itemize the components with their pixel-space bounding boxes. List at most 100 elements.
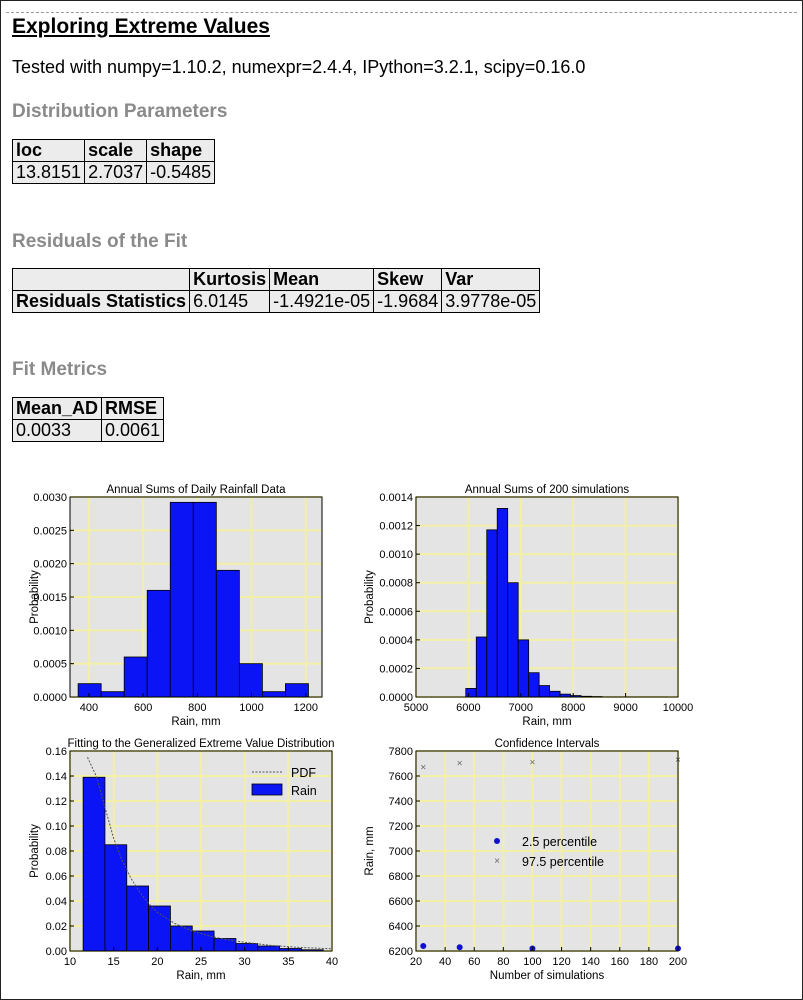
x-tick-label: 10000: [663, 702, 694, 714]
percentile-2-5-point: [420, 943, 427, 949]
y-tick-label: 7400: [389, 796, 413, 808]
y-tick-label: 7600: [389, 771, 413, 783]
fit-metrics-heading: Fit Metrics: [12, 359, 108, 380]
column-header: loc: [11, 139, 86, 162]
table-cell: -1.4921e-05: [269, 290, 375, 313]
legend-2-5-marker: [494, 838, 500, 844]
histogram-bar: [285, 683, 309, 698]
cell-divider: [6, 12, 797, 13]
y-tick-label: 0.0004: [379, 635, 413, 647]
column-header: RMSE: [101, 397, 165, 420]
distribution-table: loc scale shape 13.8151 2.7037 -0.5485: [11, 139, 216, 184]
x-tick-label: 6000: [456, 702, 480, 714]
y-tick-label: 0.0008: [379, 578, 413, 590]
pdf-curve: [87, 757, 333, 950]
y-tick-label: 0.0005: [33, 659, 67, 671]
histogram-bar: [148, 905, 171, 952]
histogram-bar: [146, 589, 171, 698]
fit-metrics-table: Mean_AD RMSE 0.0033 0.0061: [11, 397, 165, 442]
x-tick-label: 120: [552, 956, 570, 968]
x-tick-label: 800: [188, 702, 206, 714]
table-cell: 0.0033: [11, 419, 103, 442]
y-tick-label: 0.00: [46, 946, 67, 958]
y-tick-label: 0.0012: [379, 521, 413, 533]
distribution-heading: Distribution Parameters: [12, 101, 228, 122]
x-tick-label: 20: [151, 956, 163, 968]
y-tick-label: 0.0006: [379, 606, 413, 618]
y-tick-label: 0.0000: [33, 692, 67, 704]
x-tick-label: 80: [497, 956, 509, 968]
y-tick-label: 6800: [389, 871, 413, 883]
histogram-bar: [123, 656, 148, 698]
y-tick-label: 0.06: [46, 871, 67, 883]
y-tick-label: 0.0030: [33, 492, 67, 504]
page-title: Exploring Extreme Values: [12, 15, 270, 38]
chart-title: Confidence Intervals: [495, 738, 600, 750]
chart-title: Fitting to the Generalized Extreme Value…: [68, 738, 335, 750]
histogram-bar: [191, 930, 215, 952]
x-tick-label: 35: [282, 956, 294, 968]
legend-label: Rain: [291, 784, 317, 798]
y-tick-label: 6600: [389, 896, 413, 908]
table-cell: 13.8151: [11, 161, 86, 184]
x-axis-label: Rain, mm: [171, 716, 220, 728]
column-header: scale: [84, 139, 148, 162]
histogram-bar: [517, 639, 530, 698]
legend-97-5-marker: ×: [494, 856, 500, 867]
percentile-97-5-point: ×: [457, 759, 463, 770]
percentile-2-5-point: [456, 944, 463, 951]
x-tick-label: 1200: [293, 702, 317, 714]
y-tick-label: 7200: [389, 821, 413, 833]
y-tick-label: 0.0014: [379, 492, 413, 504]
x-tick-label: 5000: [404, 702, 428, 714]
column-header: Kurtosis: [189, 268, 271, 291]
histogram-bar: [169, 501, 194, 698]
y-tick-label: 0.16: [46, 746, 67, 758]
x-tick-label: 10: [64, 956, 76, 968]
x-tick-label: 30: [239, 956, 251, 968]
x-tick-label: 8000: [561, 702, 585, 714]
histogram-bar: [496, 508, 509, 698]
chart-1: 400 600 800 1000 1200 0.0000 0.0005 0.0010 0.001…: [29, 484, 323, 728]
chart-title: Annual Sums of 200 simulations: [465, 484, 630, 496]
histogram-bar: [528, 672, 540, 698]
x-tick-label: 25: [195, 956, 207, 968]
histogram-bar: [549, 690, 561, 698]
x-tick-label: 180: [640, 956, 658, 968]
y-tick-label: 0.0010: [33, 625, 67, 637]
y-tick-label: 0.12: [46, 796, 67, 808]
percentile-97-5-point: ×: [530, 757, 536, 768]
legend-label: 97.5 percentile: [522, 855, 604, 869]
table-cell: 6.0145: [189, 290, 271, 313]
histogram-bar: [235, 943, 259, 952]
y-tick-label: 0.14: [46, 771, 67, 783]
table-cell: 3.9778e-05: [441, 290, 541, 313]
x-tick-label: 15: [108, 956, 120, 968]
x-axis-label: Number of simulations: [490, 970, 605, 982]
percentile-97-5-point: ×: [420, 762, 426, 773]
chart-4: × × × × 20 40 60 80 100 120 140 160 180 200 6200 6400 66…: [364, 738, 687, 982]
table-cell: 0.0061: [101, 419, 165, 442]
legend-label: PDF: [291, 766, 316, 780]
histogram-bar: [261, 691, 286, 698]
x-axis-label: Rain, mm: [176, 970, 225, 982]
y-tick-label: 0.04: [46, 896, 67, 908]
x-tick-label: 600: [134, 702, 152, 714]
y-axis-label: Probability: [29, 824, 41, 878]
x-axis-label: Rain, mm: [522, 716, 571, 728]
y-tick-label: 0.0020: [33, 559, 67, 571]
x-tick-label: 9000: [613, 702, 637, 714]
y-tick-label: 0.02: [46, 921, 67, 933]
x-tick-label: 400: [80, 702, 98, 714]
y-tick-label: 7000: [389, 846, 413, 858]
histogram-bar: [104, 844, 128, 952]
y-tick-label: 0.0025: [33, 525, 67, 537]
y-tick-label: 0.0015: [33, 592, 67, 604]
legend-rain-swatch: [251, 783, 283, 796]
y-axis-label: Probability: [29, 570, 41, 624]
histogram-bar: [215, 569, 240, 698]
table-cell: 2.7037: [84, 161, 148, 184]
histogram-bar: [192, 501, 217, 698]
chart-2: 5000 6000 7000 8000 9000 10000 0.0000 0.0002 0.0…: [364, 484, 693, 728]
histogram-bar: [507, 582, 519, 698]
